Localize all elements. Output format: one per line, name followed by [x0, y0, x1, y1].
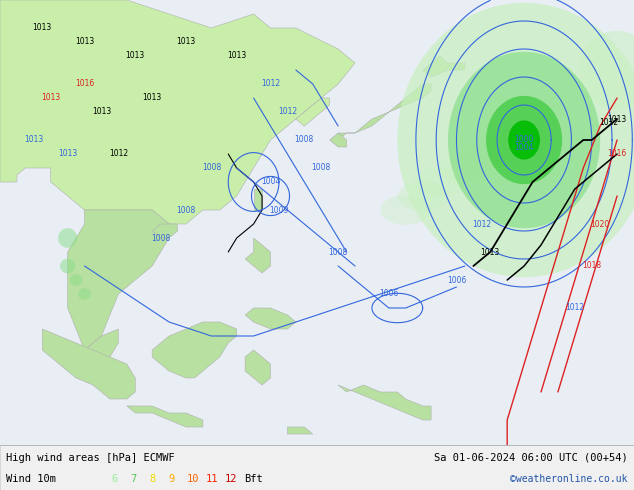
Text: 1013: 1013: [143, 94, 162, 102]
Text: 1009: 1009: [269, 205, 288, 215]
Text: 1013: 1013: [75, 38, 94, 47]
Polygon shape: [465, 139, 515, 169]
Text: 12: 12: [225, 474, 238, 484]
Text: 1013: 1013: [32, 24, 52, 32]
Text: 1004: 1004: [261, 177, 280, 187]
Text: 1012: 1012: [109, 149, 128, 158]
Polygon shape: [579, 31, 634, 109]
Polygon shape: [287, 427, 313, 434]
Polygon shape: [203, 462, 431, 490]
Text: 1008: 1008: [151, 234, 171, 243]
Polygon shape: [84, 329, 119, 357]
Text: 1013: 1013: [126, 51, 145, 60]
Polygon shape: [42, 329, 135, 399]
Text: 1013: 1013: [92, 107, 111, 117]
Text: 1013: 1013: [24, 136, 44, 145]
Polygon shape: [448, 52, 600, 228]
Text: 8: 8: [149, 474, 155, 484]
Polygon shape: [60, 259, 75, 273]
Polygon shape: [152, 322, 236, 378]
Text: 6: 6: [111, 474, 117, 484]
Polygon shape: [398, 181, 448, 211]
Text: 1013: 1013: [227, 51, 247, 60]
Polygon shape: [152, 224, 178, 238]
Text: 1013: 1013: [176, 38, 196, 47]
Text: 1006: 1006: [379, 290, 399, 298]
Text: 1013: 1013: [41, 94, 60, 102]
Polygon shape: [296, 98, 330, 126]
Text: Bft: Bft: [244, 474, 263, 484]
Text: 1012: 1012: [261, 79, 280, 89]
Text: High wind areas [hPa] ECMWF: High wind areas [hPa] ECMWF: [6, 453, 175, 463]
Bar: [0, 445, 634, 490]
Polygon shape: [254, 189, 262, 210]
Text: 1008: 1008: [295, 136, 314, 145]
Text: 1012: 1012: [278, 107, 297, 117]
Text: 1008: 1008: [176, 205, 196, 215]
Text: 1013: 1013: [58, 149, 77, 158]
Text: 1008: 1008: [202, 164, 221, 172]
Polygon shape: [330, 133, 347, 147]
Text: 9: 9: [168, 474, 174, 484]
Polygon shape: [414, 167, 465, 196]
Text: 1016: 1016: [75, 79, 94, 89]
Text: 1016: 1016: [607, 149, 627, 158]
Polygon shape: [380, 196, 431, 225]
Text: 1004: 1004: [514, 143, 534, 151]
Polygon shape: [0, 0, 355, 224]
Polygon shape: [68, 210, 169, 350]
Polygon shape: [78, 288, 91, 300]
Polygon shape: [338, 84, 431, 140]
Polygon shape: [245, 350, 271, 385]
Text: 1012: 1012: [599, 118, 618, 127]
Text: 1006: 1006: [447, 275, 466, 285]
Polygon shape: [58, 228, 77, 248]
Text: Sa 01-06-2024 06:00 UTC (00+54): Sa 01-06-2024 06:00 UTC (00+54): [434, 453, 628, 463]
Text: 7: 7: [130, 474, 136, 484]
Polygon shape: [245, 238, 271, 273]
Polygon shape: [439, 153, 490, 183]
Polygon shape: [70, 274, 82, 286]
Text: 1012: 1012: [472, 220, 491, 228]
Text: 10: 10: [187, 474, 200, 484]
Text: ©weatheronline.co.uk: ©weatheronline.co.uk: [510, 474, 628, 484]
Text: 1008: 1008: [328, 247, 348, 256]
Text: 1000: 1000: [514, 136, 534, 145]
Polygon shape: [338, 385, 431, 420]
Text: 1018: 1018: [582, 262, 601, 270]
Text: 1012: 1012: [566, 303, 585, 313]
Text: Wind 10m: Wind 10m: [6, 474, 56, 484]
Text: 1013: 1013: [607, 115, 627, 123]
Polygon shape: [398, 3, 634, 277]
Polygon shape: [499, 125, 550, 155]
Text: 11: 11: [206, 474, 219, 484]
Text: 1020: 1020: [590, 220, 610, 228]
Polygon shape: [508, 121, 540, 160]
Polygon shape: [486, 96, 562, 184]
Polygon shape: [245, 308, 296, 329]
Polygon shape: [127, 406, 203, 427]
Polygon shape: [423, 56, 465, 77]
Text: 1013: 1013: [481, 247, 500, 256]
Text: 1008: 1008: [311, 164, 331, 172]
